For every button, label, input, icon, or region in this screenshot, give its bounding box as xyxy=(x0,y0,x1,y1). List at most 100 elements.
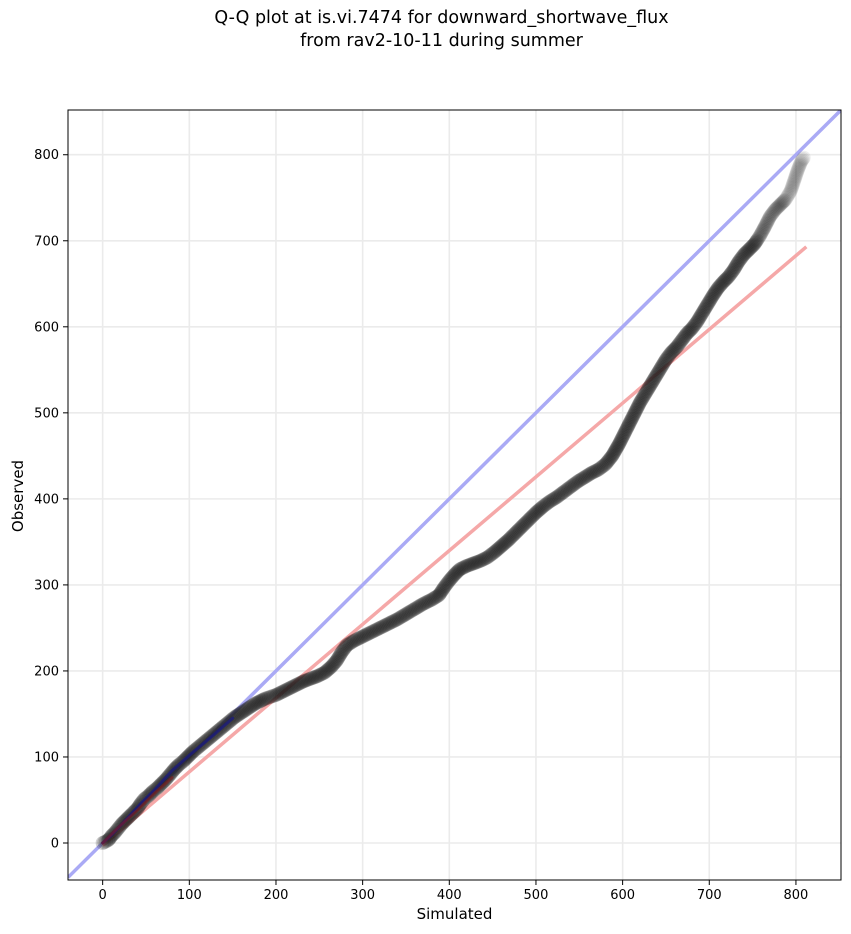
data-point xyxy=(335,643,350,658)
x-axis-label: Simulated xyxy=(416,905,493,923)
data-point xyxy=(472,554,487,569)
data-point xyxy=(513,520,528,535)
data-point xyxy=(330,652,345,667)
data-point xyxy=(765,206,780,221)
data-point xyxy=(605,448,620,463)
data-point xyxy=(733,251,748,266)
data-point xyxy=(449,565,464,580)
data-point xyxy=(566,477,581,492)
data-point xyxy=(320,662,335,677)
data-point xyxy=(588,463,603,478)
data-point xyxy=(626,408,641,423)
data-point xyxy=(629,402,644,417)
data-point xyxy=(442,573,457,588)
data-point xyxy=(555,486,570,501)
data-point xyxy=(657,355,672,370)
data-point xyxy=(587,464,602,479)
data-point xyxy=(781,188,796,203)
data-point xyxy=(394,609,409,624)
data-point xyxy=(646,372,661,387)
data-point xyxy=(262,690,277,705)
data-point xyxy=(794,154,809,169)
data-point xyxy=(387,613,402,628)
data-point xyxy=(768,202,783,217)
data-point xyxy=(237,703,252,718)
data-point xyxy=(704,291,719,306)
plot-frame xyxy=(67,109,842,881)
data-point xyxy=(730,257,745,272)
data-point xyxy=(655,358,670,373)
data-point xyxy=(790,164,805,179)
data-point xyxy=(642,379,657,394)
data-point xyxy=(706,287,721,302)
data-point xyxy=(687,318,702,333)
data-point xyxy=(750,232,765,247)
data-point xyxy=(540,496,555,511)
data-point xyxy=(603,451,618,466)
data-point xyxy=(396,608,411,623)
data-point xyxy=(523,511,538,526)
data-point xyxy=(605,447,620,462)
data-point xyxy=(710,282,725,297)
data-point xyxy=(437,580,452,595)
data-point xyxy=(782,186,797,201)
data-point xyxy=(480,550,495,565)
data-point xyxy=(336,642,351,657)
data-point xyxy=(785,177,800,192)
data-point xyxy=(701,296,716,311)
data-point xyxy=(747,237,762,252)
data-point xyxy=(385,614,400,629)
data-point xyxy=(786,176,801,191)
data-point xyxy=(292,676,307,691)
data-point xyxy=(370,622,385,637)
data-point xyxy=(787,173,802,188)
data-point xyxy=(743,241,758,256)
data-point xyxy=(600,455,615,469)
data-point xyxy=(633,394,648,409)
data-point xyxy=(307,670,322,685)
data-point xyxy=(522,512,537,527)
data-point xyxy=(690,314,705,329)
data-point xyxy=(627,405,642,420)
data-point xyxy=(695,306,710,321)
data-point xyxy=(754,226,769,241)
data-point xyxy=(630,399,645,414)
data-point xyxy=(337,640,352,655)
y-tick-label: 600 xyxy=(34,320,59,335)
data-point xyxy=(594,460,609,475)
x-tick-label: 800 xyxy=(784,888,809,903)
data-point xyxy=(759,217,774,232)
data-point xyxy=(619,422,634,437)
data-point xyxy=(496,537,511,552)
data-point xyxy=(683,322,698,337)
data-point xyxy=(604,450,619,465)
data-point xyxy=(461,558,476,573)
data-point xyxy=(516,518,531,533)
data-point xyxy=(309,669,324,684)
y-axis-label: Observed xyxy=(9,459,27,533)
data-point xyxy=(552,488,567,503)
data-point xyxy=(607,444,622,459)
data-point xyxy=(270,687,285,702)
data-point xyxy=(239,702,254,717)
data-point xyxy=(762,211,777,226)
data-point xyxy=(233,706,248,721)
data-point xyxy=(451,563,466,578)
data-point xyxy=(689,316,704,331)
data-point xyxy=(742,242,757,257)
data-point xyxy=(504,529,519,544)
data-point xyxy=(667,342,682,357)
data-point xyxy=(782,185,797,200)
data-point xyxy=(645,375,660,390)
data-point xyxy=(599,456,614,471)
data-point xyxy=(638,386,653,401)
data-point xyxy=(696,304,711,319)
data-point xyxy=(351,631,366,646)
data-point xyxy=(391,611,406,626)
data-point xyxy=(616,427,631,442)
data-point xyxy=(635,391,650,406)
data-point xyxy=(784,182,799,197)
data-point xyxy=(659,351,674,366)
data-point xyxy=(723,267,738,282)
data-point xyxy=(789,167,804,182)
